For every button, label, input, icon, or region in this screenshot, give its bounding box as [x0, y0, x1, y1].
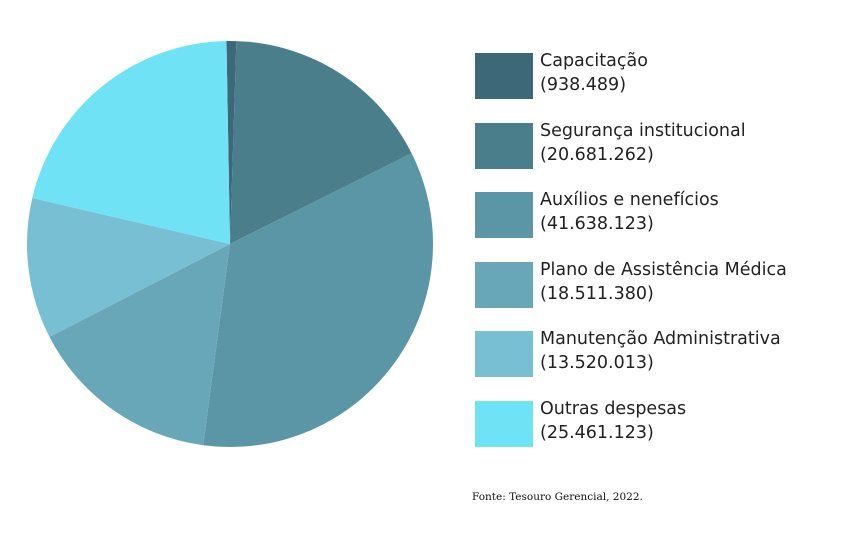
- legend-label: Auxílios e nenefícios: [540, 190, 719, 210]
- pie-chart: [27, 41, 433, 447]
- legend-label: Segurança institucional: [540, 120, 746, 141]
- source-note: Fonte: Tesouro Gerencial, 2022.: [472, 491, 643, 503]
- legend-value: (20.681.262): [540, 144, 654, 165]
- legend-label: Outras despesas: [540, 398, 687, 419]
- legend-label: Plano de Assistência Médica: [540, 259, 787, 280]
- pie-slice: [230, 41, 412, 244]
- legend-item: Capacitação (938.489): [475, 51, 648, 99]
- legend-label: Manutenção Administrativa: [540, 329, 781, 349]
- pie-slice: [27, 198, 231, 337]
- legend-item: Plano de Assistência Médica (18.511.380): [475, 260, 787, 308]
- pie-slice: [203, 153, 433, 447]
- legend-value: (13.520.013): [540, 353, 654, 373]
- legend-item: Segurança institucional (20.681.262): [475, 121, 746, 169]
- legend-value: (41.638.123): [540, 214, 654, 234]
- legend-swatch: [475, 331, 533, 377]
- legend-item: Auxílios e nenefícios (41.638.123): [475, 190, 719, 238]
- legend-swatch: [475, 122, 533, 169]
- legend-value: (25.461.123): [540, 422, 654, 443]
- legend-swatch: [475, 261, 533, 308]
- pie-slice: [49, 244, 230, 446]
- legend-item: Outras despesas (25.461.123): [475, 399, 686, 447]
- legend-value: (18.511.380): [540, 283, 654, 304]
- legend-item: Manutenção Administrativa (13.520.013): [475, 329, 781, 377]
- legend-label: Capacitação: [540, 51, 648, 71]
- pie-slice: [226, 41, 237, 245]
- legend-swatch: [475, 192, 533, 238]
- legend-value: (938.489): [540, 75, 627, 95]
- pie-slice: [32, 41, 230, 245]
- legend-swatch: [475, 400, 533, 447]
- legend-swatch: [475, 53, 533, 99]
